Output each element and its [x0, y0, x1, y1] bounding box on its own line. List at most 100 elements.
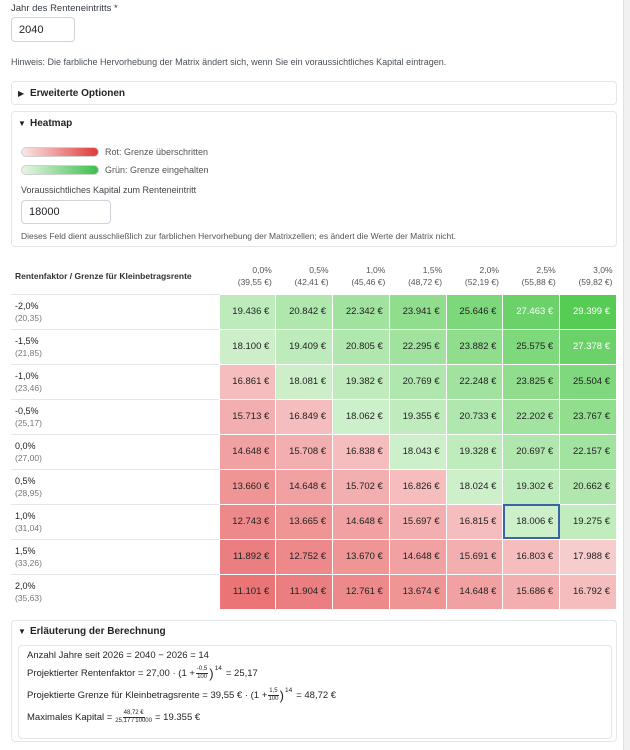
explanation-panel: ▼ Erläuterung der Berechnung Anzahl Jahr…	[11, 620, 617, 742]
matrix-cell[interactable]: 16.826 €	[388, 468, 447, 505]
capital-fraction: 48,72 €25,17 / 10000	[115, 710, 152, 724]
matrix-cell[interactable]: 25.504 €	[559, 363, 617, 400]
matrix-cell[interactable]: 20.842 €	[275, 293, 334, 330]
explanation-toggle[interactable]: ▼ Erläuterung der Berechnung	[18, 626, 166, 637]
matrix-cell[interactable]: 25.575 €	[502, 328, 561, 365]
retirement-year-input[interactable]	[11, 17, 75, 42]
matrix-cell[interactable]: 20.697 €	[502, 433, 561, 470]
matrix-cell[interactable]: 14.648 €	[332, 503, 390, 540]
matrix-cell[interactable]: 18.024 €	[445, 468, 504, 505]
factor-line: Projektierter Rentenfaktor = 27,00 · (1 …	[27, 665, 258, 681]
matrix-cell[interactable]: 19.409 €	[275, 328, 334, 365]
matrix-cell[interactable]: 18.043 €	[388, 433, 447, 470]
matrix-cell[interactable]: 20.733 €	[445, 398, 504, 435]
matrix-cell[interactable]: 11.101 €	[218, 573, 277, 610]
retirement-year-label: Jahr des Renteneintritts *	[11, 3, 118, 14]
heatmap-toggle[interactable]: ▼ Heatmap	[18, 118, 72, 129]
matrix-cell[interactable]: 15.708 €	[275, 433, 334, 470]
matrix-cell[interactable]: 22.202 €	[502, 398, 561, 435]
matrix-cell[interactable]: 18.100 €	[218, 328, 277, 365]
row-header: -2,0% (20,35)	[11, 293, 219, 329]
explanation-label: Erläuterung der Berechnung	[30, 626, 166, 637]
matrix-cell[interactable]: 19.275 €	[559, 503, 617, 540]
matrix-cell[interactable]: 19.302 €	[502, 468, 561, 505]
matrix-cell[interactable]: 23.941 €	[388, 293, 447, 330]
column-header: 0,0% (39,55 €)	[237, 264, 272, 287]
matrix-cell[interactable]: 27.378 €	[559, 328, 617, 365]
matrix-cell[interactable]: 11.904 €	[275, 573, 334, 610]
matrix-cell[interactable]: 23.825 €	[502, 363, 561, 400]
matrix-cell[interactable]: 15.713 €	[218, 398, 277, 435]
matrix-cell[interactable]: 27.463 €	[502, 293, 561, 330]
matrix-cell[interactable]: 18.062 €	[332, 398, 390, 435]
matrix-row: 0,5% (28,95) 13.660 €14.648 €15.702 €16.82…	[11, 468, 617, 505]
matrix-cell[interactable]: 16.803 €	[502, 538, 561, 575]
green-gradient-swatch	[21, 165, 99, 175]
matrix-cell[interactable]: 22.157 €	[559, 433, 617, 470]
matrix-cell[interactable]: 15.686 €	[502, 573, 561, 610]
matrix-cell[interactable]: 13.665 €	[275, 503, 334, 540]
matrix-cell[interactable]: 22.295 €	[388, 328, 447, 365]
matrix-cell[interactable]: 11.892 €	[218, 538, 277, 575]
advanced-options-panel[interactable]: ▶ Erweiterte Optionen	[11, 81, 617, 105]
caret-right-icon: ▶	[18, 89, 25, 98]
matrix-cell[interactable]: 23.767 €	[559, 398, 617, 435]
matrix-cell[interactable]: 22.342 €	[332, 293, 390, 330]
capital-input[interactable]	[21, 200, 111, 224]
legend-green-label: Grün: Grenze eingehalten	[105, 165, 209, 175]
matrix-cell[interactable]: 19.328 €	[445, 433, 504, 470]
matrix-cell[interactable]: 13.674 €	[388, 573, 447, 610]
column-header: 0,5% (42,41 €)	[294, 264, 329, 287]
matrix-cell[interactable]: 14.648 €	[445, 573, 504, 610]
matrix-row: -1,0% (23,46) 16.861 €18.081 €19.382 €20.7…	[11, 363, 617, 400]
matrix-cell[interactable]: 12.761 €	[332, 573, 390, 610]
matrix-cell[interactable]: 20.662 €	[559, 468, 617, 505]
matrix-cell[interactable]: 19.355 €	[388, 398, 447, 435]
capital-label: Voraussichtliches Kapital zum Renteneint…	[21, 185, 197, 195]
row-header: -1,0% (23,46)	[11, 363, 219, 399]
matrix-cell[interactable]: 19.436 €	[218, 293, 277, 330]
matrix-cell[interactable]: 16.861 €	[218, 363, 277, 400]
scrollbar[interactable]	[624, 0, 630, 750]
row-header: -0,5% (25,17)	[11, 398, 219, 434]
matrix-cell[interactable]: 29.399 €	[559, 293, 617, 330]
matrix-cell[interactable]: 15.697 €	[388, 503, 447, 540]
matrix-row: -2,0% (20,35) 19.436 €20.842 €22.342 €23.9…	[11, 293, 617, 330]
matrix-cell[interactable]: 19.382 €	[332, 363, 390, 400]
pension-matrix: Rentenfaktor / Grenze für Kleinbetragsre…	[11, 258, 617, 610]
matrix-cell[interactable]: 23.882 €	[445, 328, 504, 365]
matrix-cell[interactable]: 12.743 €	[218, 503, 277, 540]
matrix-cell[interactable]: 18.006 €	[502, 503, 561, 540]
matrix-cell[interactable]: 16.792 €	[559, 573, 617, 610]
matrix-corner-header: Rentenfaktor / Grenze für Kleinbetragsre…	[15, 270, 192, 281]
legend-red: Rot: Grenze überschritten	[21, 147, 208, 157]
matrix-cell[interactable]: 22.248 €	[445, 363, 504, 400]
column-header: 3,0% (59,82 €)	[578, 264, 613, 287]
matrix-cell[interactable]: 13.660 €	[218, 468, 277, 505]
row-header: 0,0% (27,00)	[11, 433, 219, 469]
matrix-cell[interactable]: 18.081 €	[275, 363, 334, 400]
matrix-cell[interactable]: 13.670 €	[332, 538, 390, 575]
hint-text: Hinweis: Die farbliche Hervorhebung der …	[11, 57, 447, 67]
column-header: 2,5% (55,88 €)	[521, 264, 556, 287]
limit-line: Projektierte Grenze für Kleinbetragsrent…	[27, 687, 337, 703]
matrix-cell[interactable]: 15.691 €	[445, 538, 504, 575]
explanation-body: Anzahl Jahre seit 2026 = 2040 − 2026 = 1…	[18, 645, 612, 739]
matrix-cell[interactable]: 20.805 €	[332, 328, 390, 365]
matrix-cell[interactable]: 16.815 €	[445, 503, 504, 540]
matrix-cell[interactable]: 16.849 €	[275, 398, 334, 435]
matrix-header-row: Rentenfaktor / Grenze für Kleinbetragsre…	[11, 258, 617, 294]
matrix-row: 2,0% (35,63) 11.101 €11.904 €12.761 €13.67…	[11, 573, 617, 610]
red-gradient-swatch	[21, 147, 99, 157]
matrix-cell[interactable]: 14.648 €	[388, 538, 447, 575]
matrix-cell[interactable]: 20.769 €	[388, 363, 447, 400]
advanced-options-toggle[interactable]: ▶ Erweiterte Optionen	[18, 88, 125, 99]
matrix-cell[interactable]: 17.988 €	[559, 538, 617, 575]
matrix-cell[interactable]: 15.702 €	[332, 468, 390, 505]
limit-fraction: 1,5 100	[268, 688, 279, 702]
matrix-cell[interactable]: 25.646 €	[445, 293, 504, 330]
matrix-cell[interactable]: 14.648 €	[275, 468, 334, 505]
matrix-cell[interactable]: 14.648 €	[218, 433, 277, 470]
matrix-cell[interactable]: 12.752 €	[275, 538, 334, 575]
matrix-cell[interactable]: 16.838 €	[332, 433, 390, 470]
